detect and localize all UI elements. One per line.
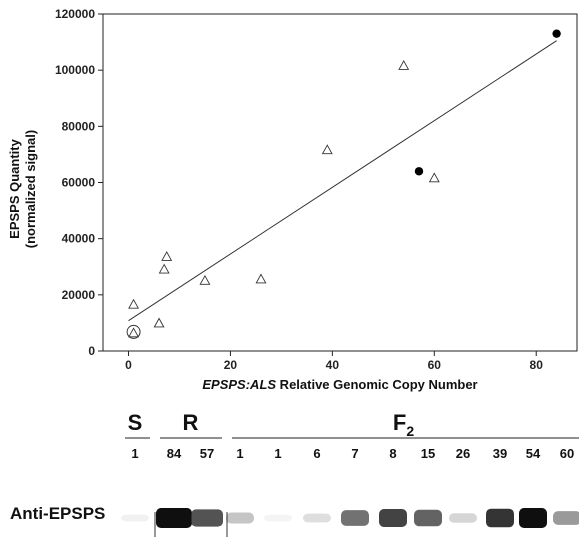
western-blot-panel: S R F2 1 84 57 1 1 6 7 8 15 26 39 54 60 Anti-EPSPS	[0, 400, 579, 537]
x-axis-title-italic: EPSPS:ALS	[202, 377, 276, 392]
blot-lane-label: 26	[456, 446, 470, 461]
blot-group-label: S	[128, 410, 143, 435]
x-axis-ticks: 0 20 40 60 80	[125, 351, 543, 372]
y-tick-label: 20000	[62, 288, 96, 302]
blot-band	[486, 508, 514, 528]
x-tick-label: 60	[428, 358, 442, 372]
blot-lane-label: 7	[351, 446, 358, 461]
x-tick-label: 80	[530, 358, 544, 372]
blot-group-headers: S R F2	[125, 410, 579, 439]
blot-band	[553, 511, 579, 525]
data-point-filled-circle	[552, 29, 561, 38]
blot-band	[379, 509, 407, 527]
blot-group-name: F	[393, 410, 406, 435]
data-point-triangle	[321, 144, 333, 155]
x-tick-label: 0	[125, 358, 132, 372]
blot-group-name: S	[128, 410, 143, 435]
blot-band	[519, 508, 547, 528]
blot-lane-labels: 1 84 57 1 1 6 7 8 15 26 39 54 60	[131, 446, 574, 461]
data-point-triangle	[128, 327, 140, 338]
y-tick-label: 60000	[62, 176, 96, 190]
blot-band	[191, 509, 223, 527]
data-point-triangle	[158, 263, 170, 274]
data-point-filled-circle	[414, 167, 424, 176]
y-axis-title-line2: (normalized signal)	[23, 130, 38, 248]
data-point-triangle	[428, 172, 440, 183]
x-tick-label: 40	[326, 358, 340, 372]
data-point-triangle	[199, 274, 211, 285]
blot-lane-label: 84	[167, 446, 182, 461]
y-axis-ticks: 0 20000 40000 60000 80000 100000 120000	[55, 7, 103, 358]
blot-lane-label: 57	[200, 446, 214, 461]
blot-lane-label: 54	[526, 446, 541, 461]
blot-lane-label: 39	[493, 446, 507, 461]
data-point-triangle	[255, 273, 267, 284]
western-blot: S R F2 1 84 57 1 1 6 7 8 15 26 39 54 60 Anti-EPSPS	[10, 410, 579, 537]
blot-band	[156, 508, 192, 528]
antibody-label: Anti-EPSPS	[10, 504, 105, 523]
blot-band	[121, 514, 149, 522]
blot-group-name: R	[183, 410, 199, 435]
y-tick-label: 100000	[55, 63, 95, 77]
data-point-open-circle	[126, 324, 141, 339]
regression-line	[128, 40, 557, 322]
blot-lane-label: 8	[389, 446, 396, 461]
blot-bands	[121, 508, 579, 528]
data-point-triangle	[398, 60, 410, 70]
x-axis-title: EPSPS:ALS Relative Genomic Copy Number	[202, 377, 477, 392]
scatter-chart: 0 20000 40000 60000 80000 100000 120000 0 20 40 6…	[7, 7, 578, 392]
blot-band	[449, 513, 477, 523]
data-point-triangle	[128, 298, 140, 309]
blot-band	[341, 510, 369, 526]
data-point-triangle	[161, 250, 173, 261]
x-axis-title-rest: Relative Genomic Copy Number	[276, 377, 478, 392]
blot-lane-label: 1	[131, 446, 138, 461]
blot-band	[264, 514, 292, 522]
blot-group-label: R	[183, 410, 199, 435]
y-tick-label: 120000	[55, 7, 95, 21]
y-axis-title-line1: EPSPS Quantity	[7, 138, 22, 238]
blot-lane-label: 60	[560, 446, 574, 461]
plot-frame	[102, 13, 578, 352]
data-points	[126, 29, 561, 339]
blot-lane-label: 1	[236, 446, 243, 461]
blot-band	[414, 509, 442, 527]
blot-lane-label: 15	[421, 446, 435, 461]
x-tick-label: 20	[224, 358, 238, 372]
data-point-triangle	[153, 317, 165, 328]
blot-band	[303, 513, 331, 523]
y-tick-label: 80000	[62, 119, 96, 133]
blot-lane-label: 6	[313, 446, 320, 461]
y-tick-label: 0	[88, 344, 95, 358]
blot-group-subscript: 2	[406, 423, 414, 439]
blot-group-label: F2	[393, 410, 414, 439]
blot-band	[226, 512, 254, 524]
y-tick-label: 40000	[62, 232, 96, 246]
blot-lane-label: 1	[274, 446, 281, 461]
